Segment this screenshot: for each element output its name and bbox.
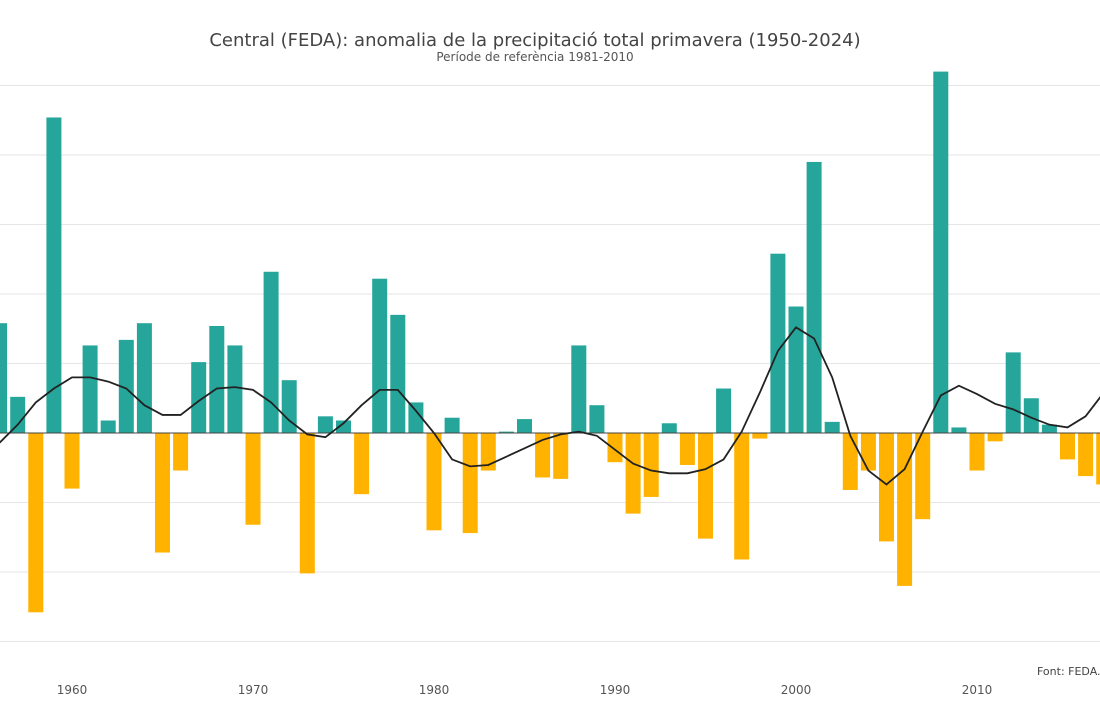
bar-2008	[933, 71, 949, 433]
bars	[0, 71, 1100, 613]
bar-1975	[336, 420, 351, 433]
source-note: Font: FEDA.	[1037, 665, 1100, 678]
bar-2013	[1023, 398, 1039, 433]
bar-1957	[10, 396, 26, 433]
bar-2017	[1096, 433, 1100, 485]
bar-1992	[643, 433, 659, 497]
bar-1983	[480, 433, 496, 471]
x-tick-label: 1970	[238, 683, 269, 697]
x-tick-label: 2000	[781, 683, 812, 697]
bar-1968	[209, 325, 225, 433]
x-tick-label: 1990	[600, 683, 631, 697]
bar-1988	[571, 345, 587, 433]
x-tick-label: 2010	[962, 683, 993, 697]
bar-1999	[770, 253, 786, 433]
bar-1963	[118, 339, 134, 433]
bar-1973	[299, 433, 315, 574]
bar-2014	[1041, 424, 1057, 433]
bar-1978	[390, 314, 406, 433]
bar-1998	[752, 433, 768, 439]
bar-1972	[281, 380, 297, 433]
bar-1980	[426, 433, 442, 531]
bar-2000	[788, 306, 804, 433]
chart-subtitle: Període de referència 1981-2010	[436, 50, 634, 64]
smoothed-line	[0, 326, 1100, 486]
bar-1996	[716, 388, 732, 433]
bar-1977	[372, 278, 388, 433]
x-tick-label: 1960	[57, 683, 88, 697]
bar-1993	[661, 423, 677, 433]
bar-2007	[915, 433, 931, 520]
bar-1991	[625, 433, 641, 514]
bar-1956	[0, 323, 8, 433]
bar-2011	[987, 433, 1003, 442]
x-axis: 1960 1970 1980 1990 2000 2010	[57, 683, 993, 697]
bar-1981	[444, 417, 460, 433]
bar-1970	[245, 433, 261, 525]
bar-2010	[969, 433, 985, 471]
bar-1971	[263, 271, 279, 433]
bar-1989	[589, 405, 605, 433]
bar-1962	[100, 420, 116, 433]
bar-2005	[879, 433, 894, 542]
bar-2009	[951, 427, 967, 433]
bar-2006	[897, 433, 913, 586]
bar-1969	[227, 345, 243, 433]
bar-1965	[155, 433, 170, 553]
bar-1997	[734, 433, 750, 560]
bar-1964	[136, 323, 152, 433]
bar-2012	[1005, 352, 1021, 433]
bar-1976	[354, 433, 370, 495]
bar-1967	[191, 362, 207, 433]
bar-1966	[173, 433, 189, 471]
bar-1990	[607, 433, 623, 463]
bar-1985	[517, 419, 532, 433]
bar-2004	[860, 433, 876, 471]
chart-title: Central (FEDA): anomalia de la precipita…	[209, 30, 861, 51]
x-tick-label: 1980	[419, 683, 450, 697]
bar-1960	[64, 433, 80, 489]
bar-1974	[317, 416, 333, 433]
bar-2001	[806, 161, 822, 433]
bar-1961	[82, 345, 98, 433]
bar-1994	[679, 433, 695, 465]
bar-1959	[46, 117, 62, 433]
bar-2015	[1060, 433, 1075, 460]
bar-1979	[408, 402, 424, 433]
bar-1986	[535, 433, 551, 478]
bar-2002	[824, 421, 840, 433]
bar-2003	[842, 433, 858, 490]
bar-1982	[462, 433, 478, 534]
bar-1984	[498, 431, 514, 433]
bar-1995	[698, 433, 713, 539]
bar-2016	[1078, 433, 1094, 477]
bar-1987	[553, 433, 569, 479]
bar-1958	[28, 433, 44, 613]
